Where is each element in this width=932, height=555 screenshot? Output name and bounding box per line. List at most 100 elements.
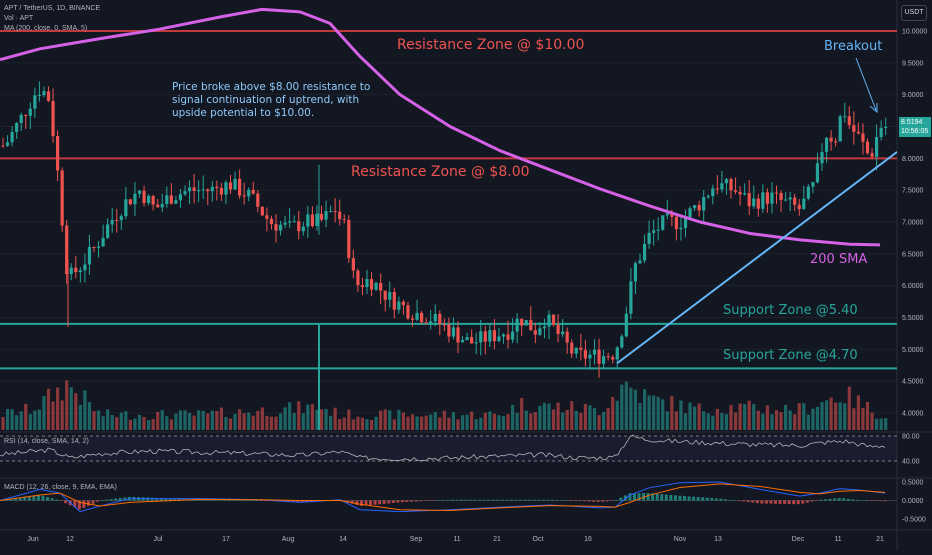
currency-button[interactable]: USDT: [901, 5, 927, 21]
macd-histogram-bar: [528, 499, 532, 501]
volume-bar: [392, 419, 396, 430]
macd-histogram-bar: [464, 499, 468, 501]
macd-histogram-bar: [623, 495, 627, 501]
candle: [597, 349, 601, 364]
volume-bar: [875, 418, 879, 430]
macd-histogram-bar: [810, 500, 814, 502]
volume-bar: [397, 409, 401, 430]
volume-bar: [474, 419, 478, 430]
macd-histogram-bar: [109, 499, 113, 501]
volume-bar: [160, 410, 164, 430]
volume-bar: [420, 416, 424, 430]
candle: [565, 331, 569, 343]
volume-bar: [661, 399, 665, 430]
price-tick-label: 5.0000: [902, 347, 924, 354]
time-tick-label: 13: [714, 536, 722, 543]
macd-histogram-bar: [878, 500, 882, 502]
macd-histogram-bar: [642, 493, 646, 501]
volume-bar: [852, 408, 856, 430]
volume-bar: [369, 420, 374, 430]
candle: [42, 91, 46, 96]
macd-histogram-bar: [796, 500, 800, 505]
rsi-pane: 80.00 40.00: [0, 434, 920, 466]
macd-legend[interactable]: MACD (12, 26, close, 9, EMA, EMA): [4, 484, 117, 491]
time-tick-label: Sep: [410, 536, 423, 543]
volume-bar: [383, 409, 387, 430]
macd-histogram-bar: [237, 500, 241, 501]
volume-bar: [401, 412, 405, 430]
macd-histogram-bar: [514, 499, 518, 501]
ma-legend[interactable]: MA (200, close, 0, SMA, 5): [4, 25, 88, 32]
macd-histogram-bar: [264, 500, 268, 501]
macd-histogram-bar: [555, 500, 559, 501]
macd-histogram-bar: [482, 499, 486, 501]
candle: [574, 347, 578, 354]
volume-bar: [15, 415, 19, 430]
macd-histogram-bar: [819, 499, 823, 501]
volume-bar: [151, 418, 155, 430]
time-tick-label: Oct: [533, 536, 544, 543]
macd-histogram-bar: [723, 499, 727, 501]
macd-histogram-bar: [710, 498, 714, 501]
macd-histogram-bar: [241, 500, 245, 501]
symbol-info[interactable]: APT / TetherUS, 1D, BINANCE: [4, 5, 101, 12]
volume-bar: [561, 412, 565, 430]
uptrend-line: [616, 151, 898, 365]
macd-histogram-bar: [437, 500, 441, 501]
time-tick-label: Dec: [792, 536, 805, 543]
candle: [83, 264, 87, 271]
volume-bar: [60, 400, 64, 430]
volume-bar: [142, 416, 146, 430]
candle: [524, 320, 528, 326]
volume-bar: [429, 414, 433, 430]
time-tick-label: 17: [222, 536, 230, 543]
candle: [752, 198, 756, 207]
volume-bar: [260, 407, 264, 430]
volume-bar: [256, 410, 260, 430]
candle: [615, 347, 619, 360]
breakout-label: Breakout: [824, 39, 882, 54]
volume-bar: [538, 405, 542, 430]
volume-bar: [479, 417, 483, 430]
macd-histogram-bar: [382, 500, 386, 504]
last-price-tag: 8.5194 10:56:05: [899, 117, 931, 137]
volume-bar: [324, 408, 328, 430]
volume-bar: [711, 415, 715, 430]
candle: [661, 215, 665, 230]
sma-200-curve: [0, 7, 881, 247]
macd-histogram-bar: [569, 500, 573, 501]
candle: [847, 116, 851, 126]
macd-histogram-bar: [73, 500, 77, 508]
macd-histogram-bar: [751, 500, 755, 503]
macd-histogram-bar: [405, 500, 409, 502]
candle: [834, 141, 838, 143]
macd-histogram-bar: [118, 497, 122, 501]
volume-legend[interactable]: Vol · APT: [4, 15, 34, 22]
candle: [37, 95, 41, 97]
time-tick-label: 21: [876, 536, 884, 543]
candle: [788, 197, 792, 200]
candle: [365, 279, 369, 288]
candle: [470, 337, 474, 344]
candle: [638, 260, 642, 264]
volume-bar: [811, 408, 815, 430]
time-tick-label: Jul: [154, 536, 163, 543]
candle: [156, 204, 160, 208]
candle: [219, 187, 223, 195]
candle: [824, 137, 829, 152]
macd-histogram-bar: [487, 499, 491, 501]
macd-histogram-bar: [159, 498, 163, 501]
volume-bar: [497, 415, 501, 430]
rsi-legend[interactable]: RSI (14, close, SMA, 14, 2): [4, 438, 89, 445]
volume-bar: [602, 411, 606, 430]
time-tick-label: 16: [584, 536, 592, 543]
candle: [547, 314, 551, 327]
trendline: [616, 151, 898, 365]
volume-bar: [702, 411, 706, 430]
candle: [870, 153, 874, 157]
candle: [206, 189, 210, 192]
volume-bar: [92, 411, 96, 430]
volume-bar: [693, 406, 697, 430]
